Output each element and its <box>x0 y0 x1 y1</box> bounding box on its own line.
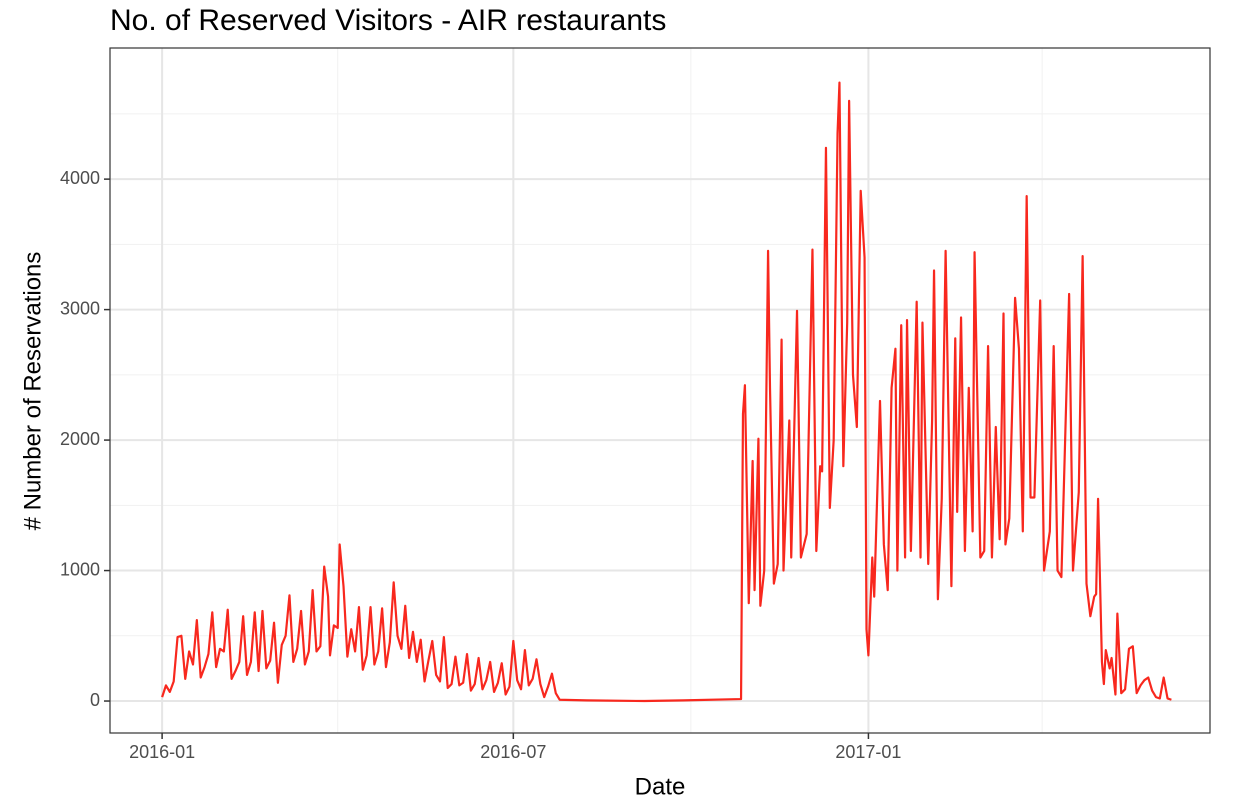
x-tick-label: 2016-01 <box>129 742 195 762</box>
y-axis-title: # Number of Reservations <box>19 252 46 531</box>
y-tick-label: 2000 <box>60 429 100 449</box>
y-tick-label: 3000 <box>60 298 100 318</box>
x-tick-label: 2017-01 <box>835 742 901 762</box>
y-tick-label: 1000 <box>60 559 100 579</box>
x-axis-title: Date <box>635 773 686 800</box>
chart-title: No. of Reserved Visitors - AIR restauran… <box>110 4 666 37</box>
data-line <box>161 81 1172 703</box>
y-tick-label: 4000 <box>60 168 100 188</box>
x-tick-label: 2016-07 <box>480 742 546 762</box>
y-tick-label: 0 <box>90 690 100 710</box>
plot-border <box>109 47 1211 734</box>
